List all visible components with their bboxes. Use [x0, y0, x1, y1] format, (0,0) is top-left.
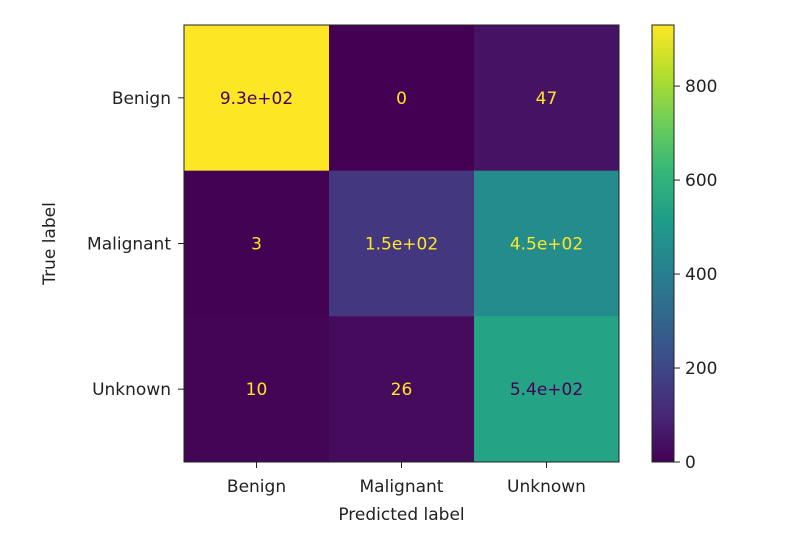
heatmap-cell — [474, 170, 620, 317]
x-axis-label: Predicted label — [338, 505, 464, 525]
colorbar-gradient — [651, 24, 675, 463]
colorbar-tick-label: 400 — [685, 265, 717, 285]
colorbar-tick-label: 200 — [685, 359, 717, 379]
heatmap-cell — [329, 170, 475, 317]
colorbar-tick-label: 800 — [685, 77, 717, 97]
x-tick-label: Benign — [227, 477, 286, 497]
x-tick-label: Malignant — [360, 477, 444, 497]
heatmap-cell — [329, 316, 475, 463]
cell-value-label: 1.5e+02 — [365, 235, 438, 255]
cell-value-label: 5.4e+02 — [510, 380, 583, 400]
colorbar-tick-label: 0 — [685, 453, 696, 473]
heatmap-cell — [184, 316, 330, 463]
heatmap-cell — [184, 170, 330, 317]
heatmap-cell — [329, 25, 475, 172]
y-tick-label: Benign — [112, 89, 171, 109]
cell-value-label: 9.3e+02 — [220, 89, 293, 109]
cell-value-label: 26 — [391, 380, 413, 400]
heatmap: 9.3e+02 0 47 3 1.5e+02 4.5e+02 10 26 5.4e+02 — [184, 25, 620, 463]
x-axis: Benign Malignant Unknown — [227, 462, 586, 497]
x-tick-label: Unknown — [507, 477, 586, 497]
cell-value-label: 10 — [246, 380, 268, 400]
y-tick-label: Malignant — [87, 235, 171, 255]
heatmap-cell — [184, 25, 330, 172]
cell-value-label: 0 — [396, 89, 407, 109]
y-axis: Benign Malignant Unknown — [87, 89, 184, 400]
cell-value-label: 47 — [536, 89, 558, 109]
colorbar-ticks: 0 200 400 600 800 — [674, 77, 717, 473]
y-tick-label: Unknown — [92, 380, 171, 400]
cell-value-label: 3 — [251, 235, 262, 255]
colorbar: 0 200 400 600 800 — [651, 24, 717, 473]
cell-value-label: 4.5e+02 — [510, 235, 583, 255]
heatmap-cell — [474, 316, 620, 463]
heatmap-cell — [474, 25, 620, 172]
y-axis-label: True label — [40, 202, 60, 286]
colorbar-tick-label: 600 — [685, 171, 717, 191]
